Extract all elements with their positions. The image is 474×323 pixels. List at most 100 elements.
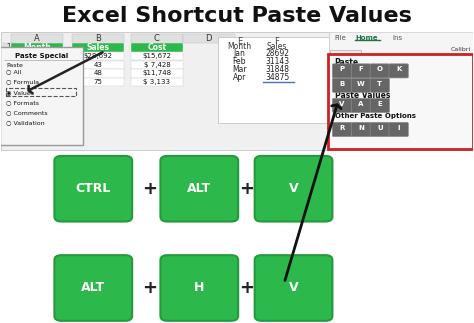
Text: 3: 3 bbox=[7, 60, 11, 69]
FancyBboxPatch shape bbox=[131, 61, 183, 69]
FancyBboxPatch shape bbox=[160, 156, 238, 222]
Text: Excel Shortcut Paste Values: Excel Shortcut Paste Values bbox=[62, 6, 412, 26]
FancyBboxPatch shape bbox=[389, 64, 408, 78]
FancyBboxPatch shape bbox=[72, 61, 124, 69]
FancyBboxPatch shape bbox=[11, 52, 63, 60]
FancyBboxPatch shape bbox=[351, 78, 371, 92]
Text: C: C bbox=[154, 34, 160, 43]
FancyBboxPatch shape bbox=[332, 78, 352, 92]
FancyBboxPatch shape bbox=[72, 69, 124, 78]
Text: 34875: 34875 bbox=[265, 73, 289, 82]
Text: $11,748: $11,748 bbox=[142, 70, 172, 77]
Text: O: O bbox=[377, 66, 383, 72]
Text: 31143: 31143 bbox=[265, 57, 289, 66]
Text: Paste: Paste bbox=[6, 63, 23, 68]
FancyBboxPatch shape bbox=[329, 32, 473, 150]
Text: E: E bbox=[237, 36, 242, 46]
Text: ○ Comments: ○ Comments bbox=[6, 110, 48, 115]
FancyBboxPatch shape bbox=[1, 52, 17, 60]
FancyBboxPatch shape bbox=[160, 255, 238, 321]
Text: Paste: Paste bbox=[335, 58, 359, 67]
FancyBboxPatch shape bbox=[11, 34, 63, 43]
Text: H: H bbox=[194, 281, 204, 295]
Text: Home: Home bbox=[356, 35, 378, 41]
FancyBboxPatch shape bbox=[55, 255, 132, 321]
FancyBboxPatch shape bbox=[72, 78, 124, 86]
FancyBboxPatch shape bbox=[131, 43, 183, 52]
Text: 31848: 31848 bbox=[265, 65, 289, 74]
FancyBboxPatch shape bbox=[72, 43, 124, 52]
Text: $28,692: $28,692 bbox=[83, 53, 112, 59]
Text: File: File bbox=[335, 35, 346, 41]
Text: Paste Special: Paste Special bbox=[15, 53, 68, 59]
FancyBboxPatch shape bbox=[55, 156, 132, 222]
Text: 5: 5 bbox=[7, 78, 11, 87]
Text: B: B bbox=[339, 81, 345, 87]
FancyBboxPatch shape bbox=[131, 69, 183, 78]
FancyBboxPatch shape bbox=[328, 54, 473, 149]
Text: $15,672: $15,672 bbox=[142, 53, 172, 59]
Text: Jan: Jan bbox=[233, 49, 245, 58]
FancyBboxPatch shape bbox=[351, 99, 371, 112]
FancyBboxPatch shape bbox=[131, 34, 183, 43]
Text: Apr: Apr bbox=[233, 73, 246, 82]
Text: ○ Formula: ○ Formula bbox=[6, 79, 39, 85]
Text: ○ Formats: ○ Formats bbox=[6, 100, 39, 105]
Text: Paste Values: Paste Values bbox=[335, 91, 390, 100]
Text: Month: Month bbox=[23, 43, 51, 52]
Text: Sales: Sales bbox=[86, 43, 109, 52]
Text: I: I bbox=[462, 56, 465, 65]
Text: 2: 2 bbox=[7, 52, 11, 61]
Text: +: + bbox=[142, 279, 157, 297]
Text: $ 3,133: $ 3,133 bbox=[144, 79, 170, 85]
Text: U: U bbox=[377, 125, 383, 131]
FancyBboxPatch shape bbox=[1, 78, 17, 86]
Text: R: R bbox=[339, 125, 345, 131]
Text: ALT: ALT bbox=[187, 182, 211, 195]
Text: F: F bbox=[358, 66, 363, 72]
Text: Calibri: Calibri bbox=[450, 47, 470, 52]
FancyBboxPatch shape bbox=[351, 122, 371, 137]
Text: +: + bbox=[239, 180, 254, 198]
Text: V: V bbox=[289, 281, 298, 295]
Text: 48: 48 bbox=[93, 70, 102, 77]
Text: +: + bbox=[239, 279, 254, 297]
FancyBboxPatch shape bbox=[255, 255, 332, 321]
FancyBboxPatch shape bbox=[131, 78, 183, 86]
FancyBboxPatch shape bbox=[72, 52, 124, 60]
Text: ○ All: ○ All bbox=[6, 69, 21, 74]
FancyBboxPatch shape bbox=[218, 36, 329, 123]
Text: +: + bbox=[142, 180, 157, 198]
Text: P: P bbox=[339, 66, 345, 72]
Text: E: E bbox=[377, 101, 382, 107]
Text: K: K bbox=[396, 66, 401, 72]
Text: B: B bbox=[95, 34, 101, 43]
Text: T: T bbox=[377, 81, 382, 87]
FancyBboxPatch shape bbox=[1, 32, 329, 150]
Text: 4: 4 bbox=[7, 69, 11, 78]
Text: $ 7,428: $ 7,428 bbox=[144, 62, 170, 68]
FancyBboxPatch shape bbox=[370, 64, 390, 78]
Text: B: B bbox=[451, 56, 457, 65]
FancyBboxPatch shape bbox=[370, 78, 390, 92]
Text: 28692: 28692 bbox=[265, 49, 289, 58]
FancyBboxPatch shape bbox=[332, 122, 352, 137]
Text: N: N bbox=[358, 125, 364, 131]
Text: ALT: ALT bbox=[81, 281, 105, 295]
Text: 43: 43 bbox=[93, 62, 102, 68]
FancyBboxPatch shape bbox=[330, 50, 361, 82]
FancyBboxPatch shape bbox=[11, 43, 63, 52]
FancyBboxPatch shape bbox=[332, 99, 352, 112]
Text: Ins: Ins bbox=[392, 35, 402, 41]
Text: Other Paste Options: Other Paste Options bbox=[335, 113, 416, 119]
Text: I: I bbox=[397, 125, 400, 131]
FancyBboxPatch shape bbox=[370, 122, 390, 137]
Text: ○ Validation: ○ Validation bbox=[6, 120, 45, 126]
Text: A: A bbox=[358, 101, 364, 107]
FancyBboxPatch shape bbox=[131, 52, 183, 60]
FancyBboxPatch shape bbox=[183, 34, 235, 43]
Text: Feb: Feb bbox=[233, 57, 246, 66]
Text: Sales: Sales bbox=[267, 42, 287, 51]
FancyBboxPatch shape bbox=[389, 122, 408, 137]
FancyBboxPatch shape bbox=[370, 99, 390, 112]
